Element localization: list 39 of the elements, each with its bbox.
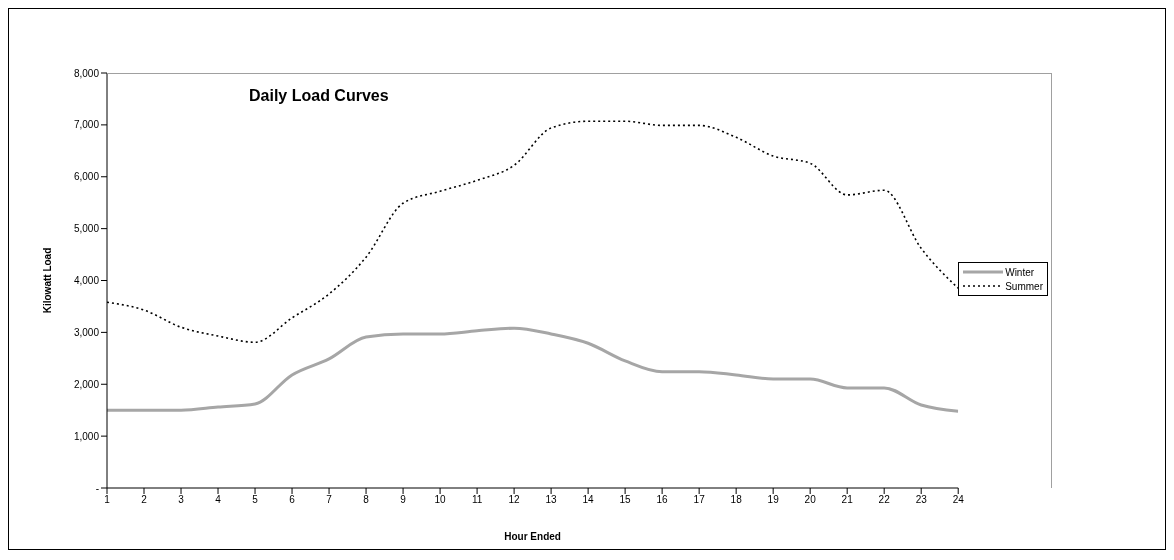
- legend-label: Winter: [1005, 266, 1035, 278]
- x-axis-title: Hour Ended: [504, 531, 561, 542]
- x-tick-label: 5: [252, 494, 259, 506]
- x-tick-label: 22: [878, 494, 891, 506]
- y-tick-label: 7,000: [73, 119, 100, 131]
- x-tick-label: 12: [508, 494, 521, 506]
- x-tick-label: 24: [952, 494, 965, 506]
- y-tick-label: 6,000: [73, 171, 100, 183]
- x-tick-label: 3: [178, 494, 185, 506]
- y-tick-label: 4,000: [73, 275, 100, 287]
- x-tick-label: 23: [915, 494, 928, 506]
- x-tick-label: 1: [104, 494, 111, 506]
- x-tick-label: 13: [545, 494, 558, 506]
- x-tick-label: 19: [767, 494, 780, 506]
- x-tick-label: 15: [619, 494, 632, 506]
- y-tick-label: 3,000: [73, 326, 100, 338]
- text: Daily Load Curves: [249, 87, 389, 105]
- x-tick-label: 10: [434, 494, 447, 506]
- legend-label: Summer: [1005, 280, 1043, 292]
- x-tick-label: 20: [804, 494, 817, 506]
- line-series: [107, 326, 959, 413]
- y-tick-label: 2,000: [73, 378, 100, 390]
- x-tick-label: 4: [215, 494, 222, 506]
- x-tick-label: 17: [693, 494, 706, 506]
- y-tick-label: 8,000: [73, 67, 100, 79]
- x-tick-label: 21: [841, 494, 854, 506]
- x-tick-label: 2: [141, 494, 148, 506]
- x-tick-label: 16: [656, 494, 669, 506]
- x-tick-label: 8: [363, 494, 370, 506]
- x-tick-label: 7: [326, 494, 333, 506]
- x-tick-label: 11: [471, 494, 483, 506]
- x-tick-label: 9: [400, 494, 407, 506]
- x-tick-label: 6: [289, 494, 296, 506]
- x-tick-label: 14: [582, 494, 595, 506]
- y-tick-label: 1,000: [73, 430, 100, 442]
- y-axis-title: Kilowatt Load: [41, 247, 53, 314]
- y-tick-label: -: [95, 482, 99, 494]
- y-tick-label: 5,000: [73, 223, 100, 235]
- x-tick-label: 18: [730, 494, 743, 506]
